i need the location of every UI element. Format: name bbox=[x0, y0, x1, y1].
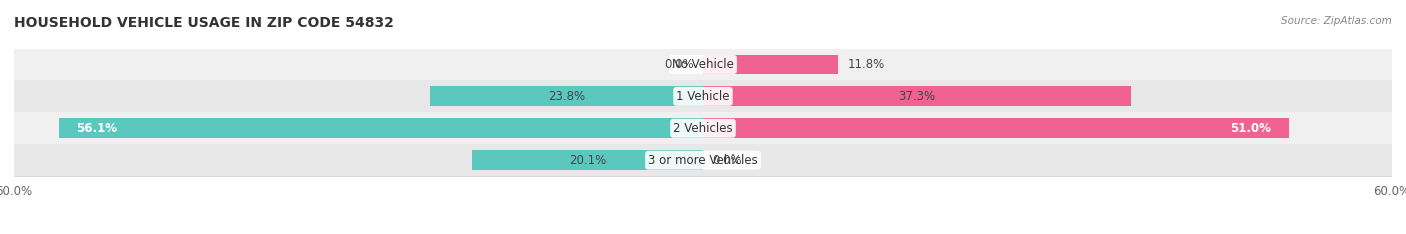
Text: 51.0%: 51.0% bbox=[1230, 122, 1271, 135]
Bar bbox=[14, 80, 1392, 112]
Text: 0.0%: 0.0% bbox=[713, 154, 742, 167]
Bar bbox=[703, 55, 838, 74]
Text: 3 or more Vehicles: 3 or more Vehicles bbox=[648, 154, 758, 167]
Bar bbox=[472, 150, 703, 170]
Bar bbox=[14, 112, 1392, 144]
Bar bbox=[703, 118, 1289, 138]
Bar bbox=[14, 144, 1392, 176]
Text: Source: ZipAtlas.com: Source: ZipAtlas.com bbox=[1281, 16, 1392, 26]
Bar bbox=[59, 118, 703, 138]
Text: 11.8%: 11.8% bbox=[848, 58, 884, 71]
Text: No Vehicle: No Vehicle bbox=[672, 58, 734, 71]
Text: 56.1%: 56.1% bbox=[76, 122, 117, 135]
Text: 0.0%: 0.0% bbox=[664, 58, 693, 71]
Text: HOUSEHOLD VEHICLE USAGE IN ZIP CODE 54832: HOUSEHOLD VEHICLE USAGE IN ZIP CODE 5483… bbox=[14, 16, 394, 30]
Bar bbox=[430, 87, 703, 106]
Bar bbox=[703, 87, 1132, 106]
Text: 37.3%: 37.3% bbox=[898, 90, 936, 103]
Bar bbox=[14, 48, 1392, 80]
Text: 20.1%: 20.1% bbox=[569, 154, 606, 167]
Text: 23.8%: 23.8% bbox=[548, 90, 585, 103]
Text: 2 Vehicles: 2 Vehicles bbox=[673, 122, 733, 135]
Text: 1 Vehicle: 1 Vehicle bbox=[676, 90, 730, 103]
